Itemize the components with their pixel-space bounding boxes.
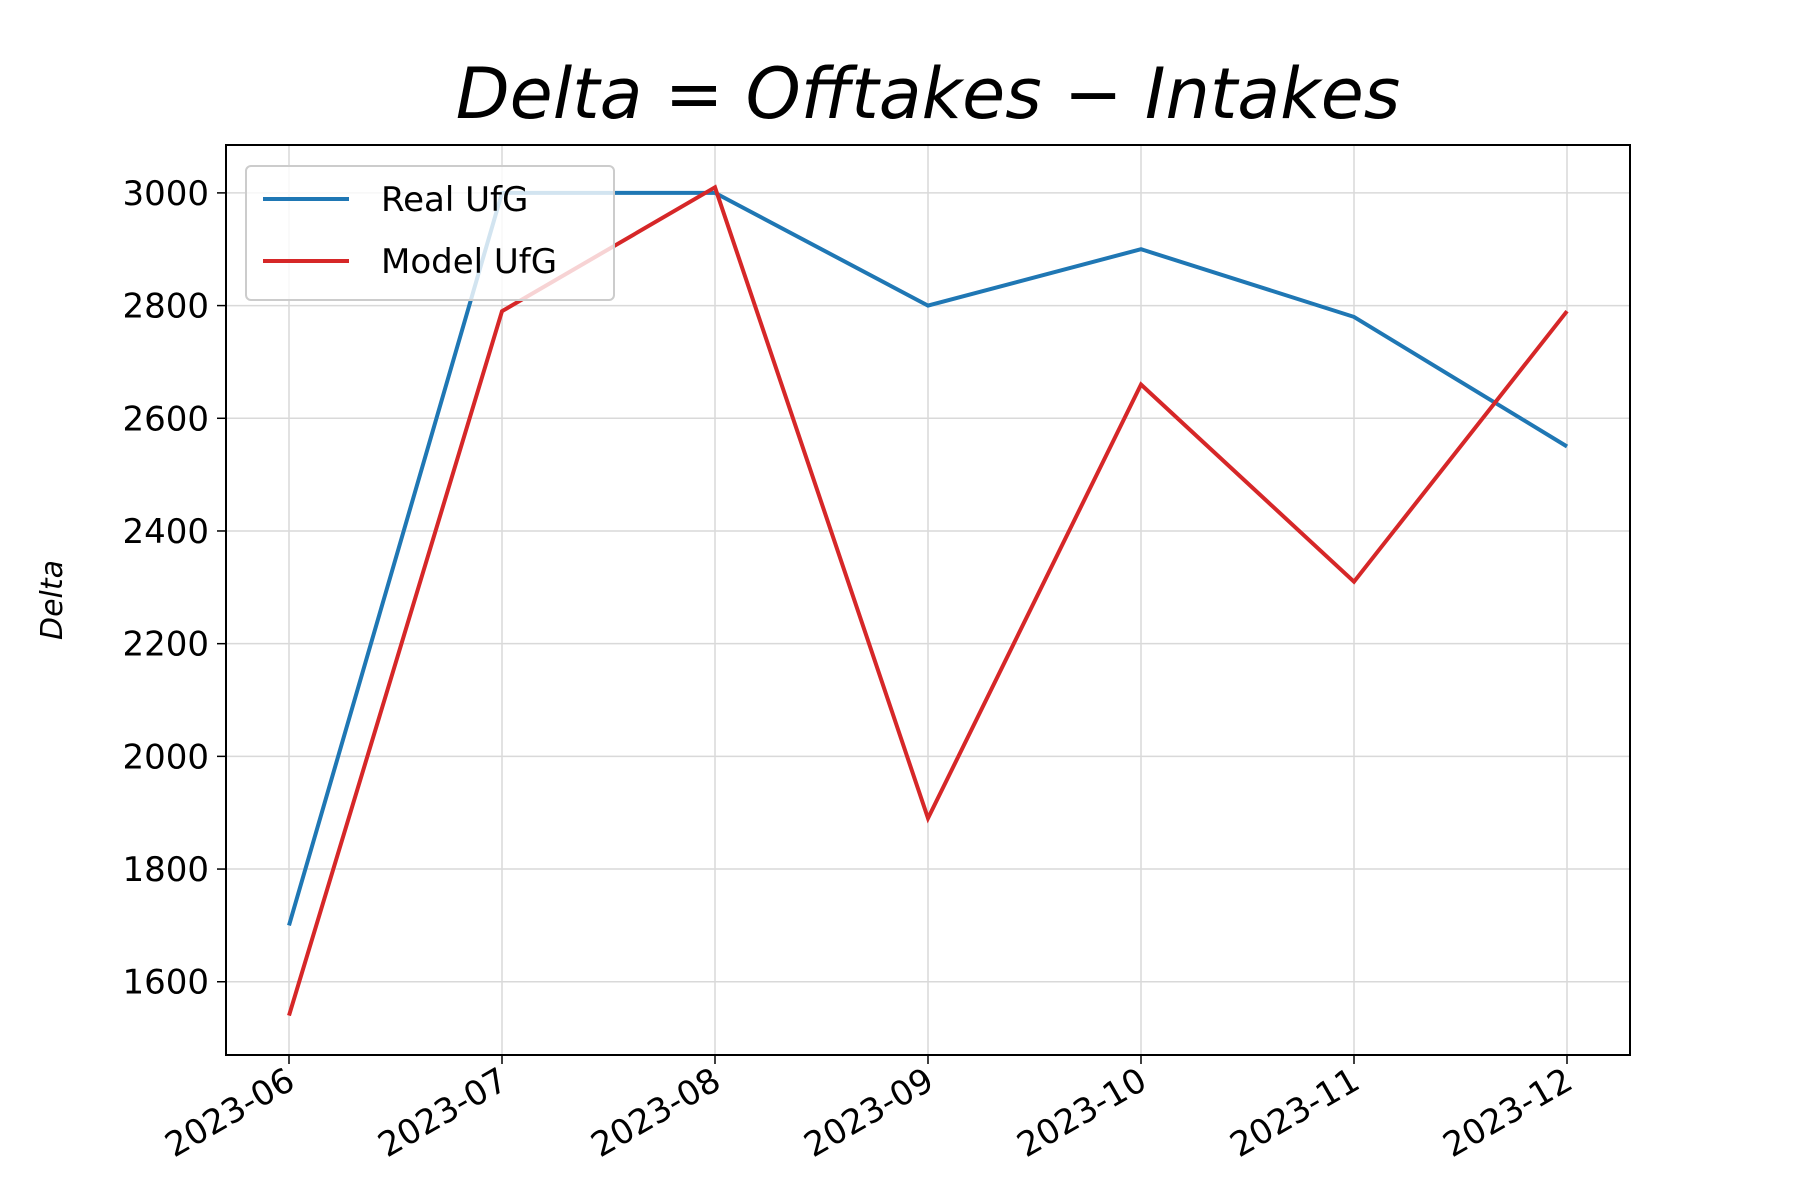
x-axis-ticks: 2023-06 2023-07 2023-08 2023-09 2023-10 2023-… xyxy=(158,1055,1580,1166)
legend-label: Real UfG xyxy=(381,180,528,220)
y-tick-label: 2200 xyxy=(122,625,209,665)
y-tick-label: 2800 xyxy=(122,287,209,327)
x-tick-label: 2023-09 xyxy=(797,1060,940,1166)
y-tick-label: 2000 xyxy=(122,737,209,777)
y-tick-label: 2400 xyxy=(122,512,209,552)
y-tick-label: 1600 xyxy=(122,963,209,1003)
y-tick-label: 2600 xyxy=(122,399,209,439)
y-axis-label: Delta xyxy=(35,560,70,640)
x-tick-label: 2023-07 xyxy=(371,1060,514,1166)
x-tick-label: 2023-12 xyxy=(1436,1060,1579,1166)
legend: Real UfG Model UfG xyxy=(245,165,615,301)
chart-title: Delta = Offtakes − Intakes xyxy=(456,53,1401,135)
legend-label: Model UfG xyxy=(381,242,557,282)
plot-frame xyxy=(225,144,1631,1056)
x-tick-label: 2023-08 xyxy=(584,1060,727,1166)
x-tick-label: 2023-11 xyxy=(1223,1060,1366,1166)
x-tick-label: 2023-06 xyxy=(158,1060,301,1166)
y-axis-ticks: 1600 1800 2000 2200 2400 2600 2800 3000 xyxy=(122,174,226,1003)
y-tick-label: 1800 xyxy=(122,850,209,890)
grid xyxy=(226,145,1630,1055)
x-tick-label: 2023-10 xyxy=(1010,1060,1153,1166)
y-tick-label: 3000 xyxy=(122,174,209,214)
